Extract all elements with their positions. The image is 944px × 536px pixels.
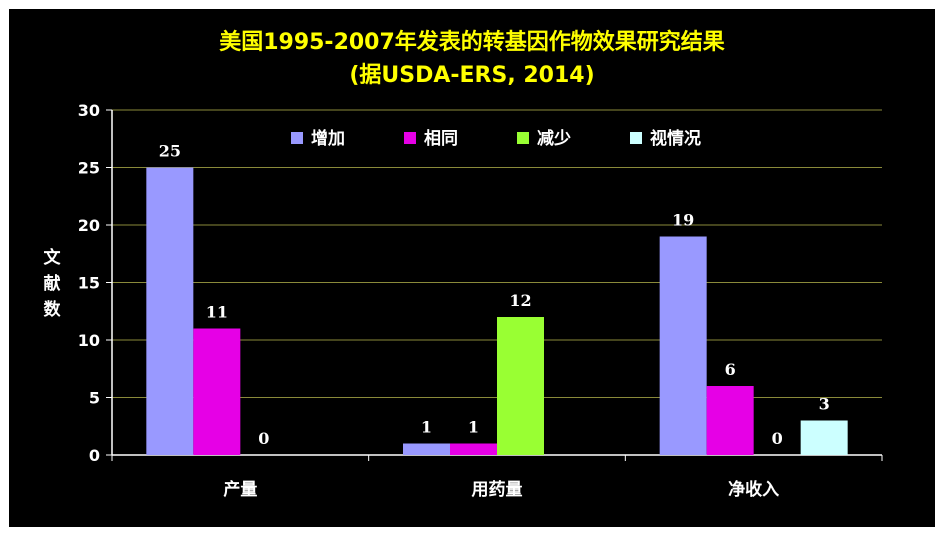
chart-subtitle: (据USDA-ERS, 2014) <box>349 63 594 88</box>
legend-label: 增加 <box>311 128 345 149</box>
chart-title: 美国1995-2007年发表的转基因作物效果研究结果 <box>219 29 725 55</box>
legend-background <box>263 119 649 155</box>
legend-label: 减少 <box>537 128 571 149</box>
y-axis-label: 文献数 <box>44 247 62 320</box>
y-tick-label: 10 <box>78 331 100 350</box>
bar <box>403 443 450 455</box>
data-label: 11 <box>206 303 228 322</box>
y-tick-labels: 0 5 10 15 20 25 30 <box>78 101 100 465</box>
data-label: 0 <box>258 429 269 448</box>
legend-swatch <box>404 132 416 144</box>
bar <box>146 167 194 455</box>
bar <box>659 236 707 455</box>
bar-chart: 美国1995-2007年发表的转基因作物效果研究结果 (据USDA-ERS, 2… <box>44 29 883 500</box>
y-tick-label: 20 <box>78 216 100 235</box>
category-label: 净收入 <box>728 479 779 500</box>
y-tick-label: 15 <box>78 274 100 293</box>
y-axis-title: 文献数 <box>44 247 62 320</box>
category-labels: 产量 用药量 净收入 <box>223 479 779 500</box>
bar <box>450 443 497 455</box>
y-tick-label: 5 <box>89 389 100 408</box>
legend-label: 视情况 <box>650 128 701 149</box>
bar <box>193 328 241 455</box>
bar <box>706 386 754 455</box>
legend-swatch <box>630 132 642 144</box>
data-label: 1 <box>421 418 432 437</box>
legend: 增加 相同 减少 视情况 <box>263 119 701 155</box>
data-label: 19 <box>672 211 694 230</box>
data-label: 25 <box>159 142 181 161</box>
data-label: 6 <box>725 360 736 379</box>
y-tick-label: 30 <box>78 101 100 120</box>
y-tick-label: 25 <box>78 159 100 178</box>
legend-swatch <box>291 132 303 144</box>
category-label: 产量 <box>223 479 257 500</box>
category-label: 用药量 <box>472 479 523 500</box>
data-label: 3 <box>819 395 830 414</box>
bars <box>146 167 848 455</box>
chart-slide: 美国1995-2007年发表的转基因作物效果研究结果 (据USDA-ERS, 2… <box>9 9 935 527</box>
legend-label: 相同 <box>424 128 458 149</box>
legend-swatch <box>517 132 529 144</box>
bar <box>497 317 544 455</box>
bar <box>800 420 848 455</box>
data-label: 0 <box>772 429 783 448</box>
y-tick-label: 0 <box>89 446 100 465</box>
data-label: 12 <box>509 291 531 310</box>
data-label: 1 <box>468 418 479 437</box>
